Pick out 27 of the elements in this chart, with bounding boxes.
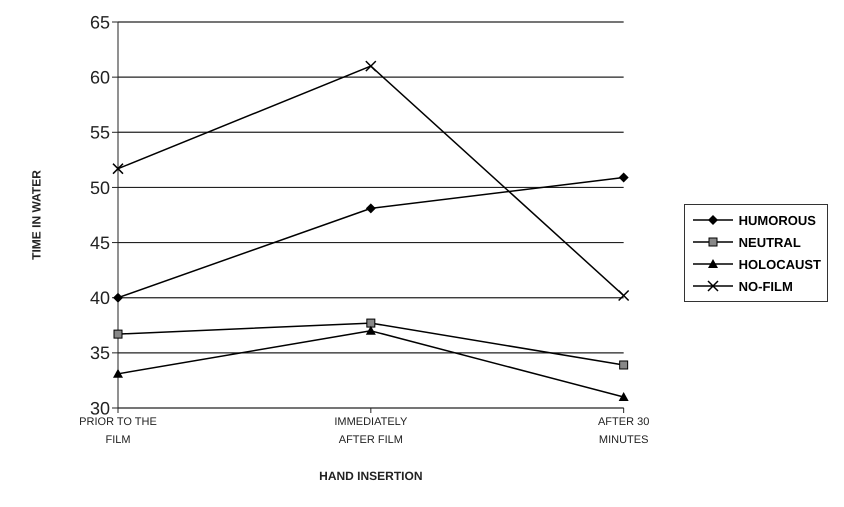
- x-axis-title: HAND INSERTION: [319, 469, 422, 483]
- point: [112, 162, 124, 174]
- point: [366, 203, 376, 214]
- legend-label: NO-FILM: [738, 278, 793, 294]
- legend-label: HOLOCAUST: [738, 256, 821, 272]
- y-tick-label: 65: [90, 12, 110, 32]
- point: [114, 330, 122, 339]
- legend-label: NEUTRAL: [738, 234, 801, 250]
- x-tick-label: AFTER 30 MINUTES: [598, 416, 650, 446]
- point: [113, 368, 123, 378]
- point: [618, 392, 629, 401]
- y-tick-label: 35: [90, 343, 110, 364]
- point: [618, 290, 630, 302]
- point: [619, 360, 628, 370]
- x-tick-label: IMMEDIATELY AFTER FILM: [334, 416, 408, 446]
- x-tick-label: PRIOR TO THE FILM: [79, 416, 157, 446]
- y-tick-label: 40: [90, 288, 110, 308]
- y-axis-title: TIME IN WATER: [29, 170, 44, 260]
- y-tick-label: 50: [90, 178, 110, 198]
- y-tick-label: 55: [90, 122, 110, 143]
- point: [618, 172, 629, 183]
- y-tick-label: 45: [90, 232, 110, 253]
- point: [366, 318, 376, 328]
- point: [366, 326, 376, 335]
- y-tick-label: 30: [90, 398, 110, 418]
- legend-label: HUMOROUS: [738, 212, 816, 228]
- y-tick-label: 60: [90, 68, 110, 88]
